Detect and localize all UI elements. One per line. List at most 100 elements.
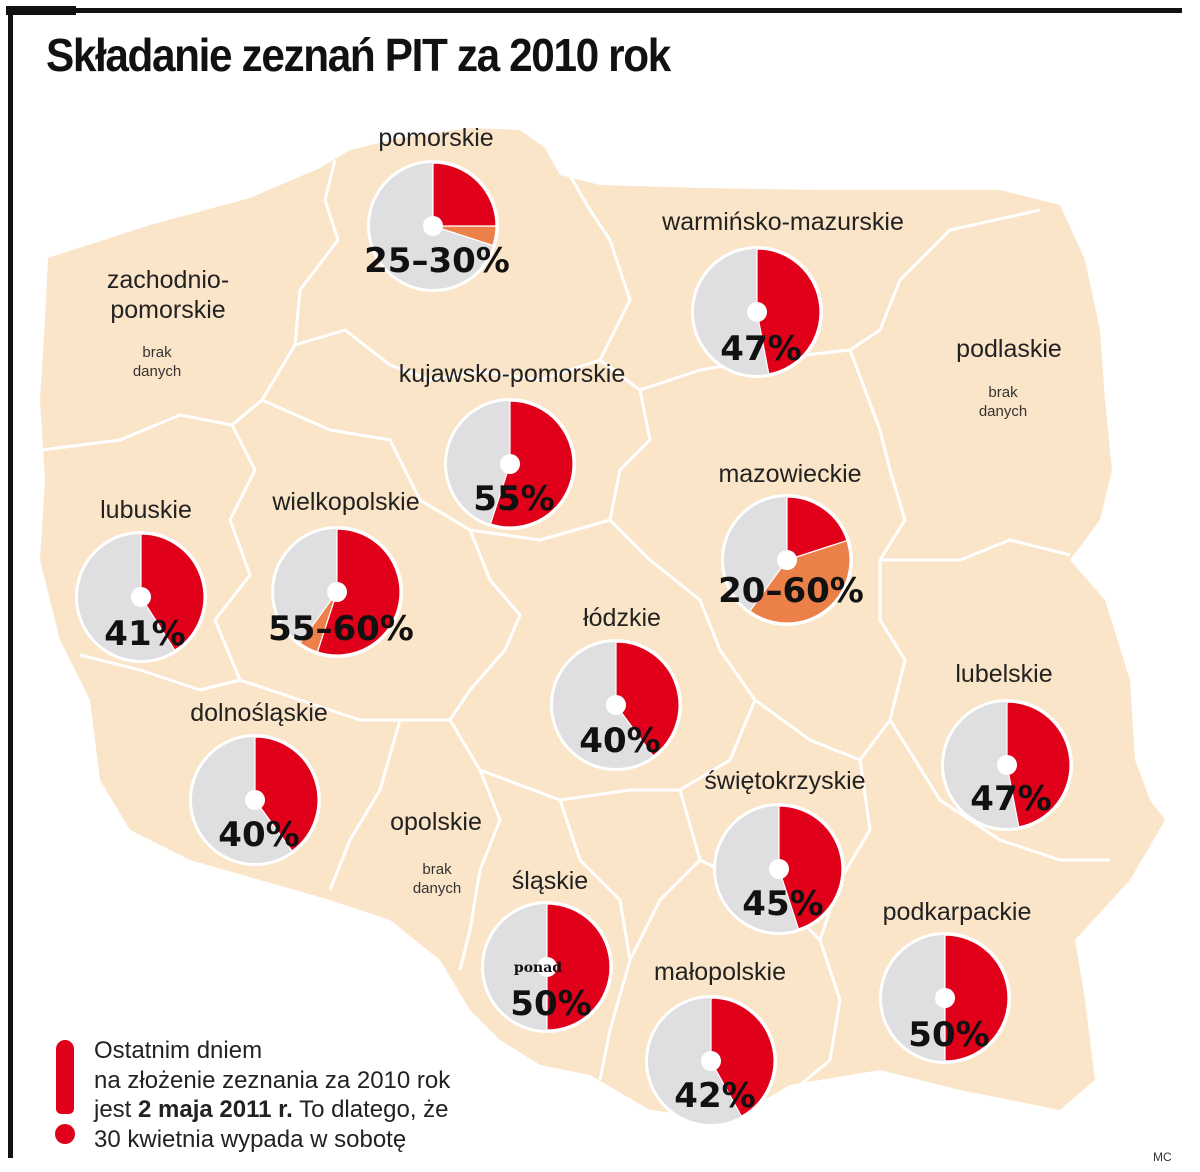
pie-chart [713,803,845,935]
pie-chart [550,639,682,771]
region-label-line: lubuskie [100,496,192,524]
border-wp-ld [448,529,522,721]
note-line-1: Ostatnim dniem [94,1037,263,1064]
border-pm-wm [553,149,641,392]
region-label-line: łódzkie [583,604,661,632]
region-label-line: dolnośląskie [190,699,328,727]
pie-slice-filed [786,496,848,561]
region-label: podkarpackie [883,898,1032,926]
region-label-line: warmińsko-mazurskie [661,208,904,236]
border-lb-ds [79,653,241,692]
border-mz-ld [608,518,757,701]
pie-slice-filed [316,528,401,656]
region-label-line: pomorskie [378,124,493,152]
pie-center-hole [131,587,151,607]
border-wm-pd [849,208,1041,352]
value-prefix: ponad [514,960,562,976]
region-label: lubelskie [955,660,1052,688]
pie-center-hole [747,302,767,322]
pie-chart [879,932,1011,1064]
border-pd-lu [880,538,1071,562]
border-sk-mp [628,789,702,961]
region-label: dolnośląskie [190,699,328,727]
map-title: Składanie zeznań PIT za 2010 rok [46,29,671,81]
region-label-line: lubelskie [955,660,1052,688]
region-warminsko-mazurskie: warmińsko-mazurskie 47% [661,208,904,378]
pie-center-hole [327,582,347,602]
pie-center-hole [245,790,265,810]
credit-initials: MC [1153,1150,1172,1164]
region-label: lubuskie [100,496,192,524]
note-line-4: 30 kwietnia wypada w sobotę [94,1125,407,1153]
region-label: wielkopolskie [271,488,419,516]
region-label-line: podkarpackie [883,898,1032,926]
deadline-date: 2 maja 2011 r. [138,1096,293,1123]
region-label: łódzkie [583,604,661,632]
region-lubuskie: lubuskie 41% [75,496,207,663]
border-kp-mz [608,389,652,521]
region-label-line: śląskie [512,867,588,895]
border-lb-wp [213,424,257,681]
pie-slice-filed [546,903,611,1031]
border-sl-mp [558,799,632,1081]
border-zp-pm [293,159,340,346]
border-kp-wp [261,398,471,532]
pie-center-hole [537,957,557,977]
value-label: 40% [579,721,660,761]
region-label: śląskie [512,867,588,895]
region-wielkopolskie: wielkopolskie 55–60% [268,488,420,658]
pie-chart [367,160,499,292]
pie-chart [721,494,853,626]
pie-slice-filed [432,162,497,227]
pie-slice-filed [615,641,680,757]
region-label: opolskie [390,808,482,836]
region-opolskie: opolskie brak danych [390,808,482,897]
regions-layer: pomorskie 25–30% zachodnio-pomorskie brak da… [75,124,1073,1127]
no-data-label: brak danych [979,384,1027,420]
region-label: mazowieckie [718,460,861,488]
region-label-line: małopolskie [654,958,786,986]
region-pomorskie: pomorskie 25–30% [364,124,510,292]
pie-center-hole [500,454,520,474]
region-label-line: wielkopolskie [271,488,419,516]
no-data-line: brak [422,861,452,878]
border-ds-op [328,719,402,891]
pie-slice-filed [140,533,205,652]
frame-corner-tab [6,6,76,15]
no-data-line: brak [142,344,172,361]
region-label-line: mazowieckie [718,460,861,488]
exclamation-icon [56,1040,74,1114]
country-shape [40,128,1165,1120]
pie-center-hole [423,216,443,236]
pie-chart [189,734,321,866]
pie-slice-filed [778,805,843,930]
pie-center-hole [606,695,626,715]
pie-center-hole [769,859,789,879]
region-zachodniopomorskie: zachodnio-pomorskie brak danych [107,266,229,380]
region-label: kujawsko-pomorskie [399,360,625,388]
value-label: 41% [104,614,185,654]
pie-chart [645,995,777,1127]
region-label: małopolskie [654,958,786,986]
pie-chart [481,901,613,1033]
note-line-3-post: To dlatego, że [292,1096,449,1123]
border-zp-wp [260,344,297,401]
border-ld-sk [679,699,757,792]
value-label: 47% [970,779,1051,819]
region-label-line: podlaskie [956,335,1062,363]
border-kp-ld [469,518,611,542]
note-line-3: jest 2 maja 2011 r. To dlatego, że [94,1095,554,1125]
value-label: 25–30% [364,241,510,281]
no-data-line: danych [413,880,461,897]
value-label: 55% [473,479,554,519]
pie-center-hole [777,550,797,570]
pie-chart [75,531,207,663]
region-swietokrzyskie: świętokrzyskie 45% [704,767,866,935]
region-kujawsko-pomorskie: kujawsko-pomorskie 55% [399,360,625,530]
no-data-line: danych [979,403,1027,420]
value-label: 47% [720,329,801,369]
region-label-line: pomorskie [110,296,225,324]
region-mazowieckie: mazowieckie 20–60% [718,460,864,626]
pie-center-hole [701,1051,721,1071]
